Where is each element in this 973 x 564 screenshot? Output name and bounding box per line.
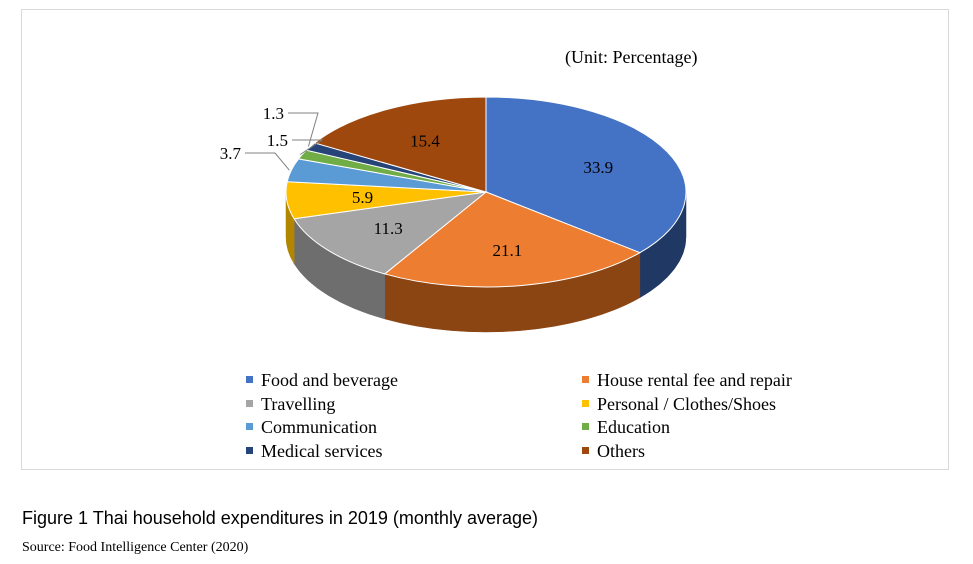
legend-label: Communication [261, 417, 377, 437]
legend-item: Travelling [246, 394, 335, 415]
legend-label: Travelling [261, 393, 336, 414]
legend-item: Medical services [246, 441, 382, 462]
legend-label: Food and beverage [261, 370, 398, 390]
pie-chart: 33.9 21.1 11.35.9 3.7 1.5 1.3 15.4 [220, 96, 687, 333]
legend-label: Medical services [261, 440, 383, 461]
legend-swatch [582, 376, 589, 384]
legend-swatch [246, 376, 253, 384]
legend-item: House rental fee and repair [582, 370, 792, 391]
legend-item: Communication [246, 417, 377, 438]
data-label: 15.4 [410, 132, 440, 151]
data-label: 33.9 [583, 158, 613, 177]
data-label: 3.7 [220, 144, 242, 163]
legend-item: Personal / Clothes/Shoes [582, 394, 776, 415]
legend-item: Others [582, 441, 645, 462]
legend-item: Education [582, 417, 670, 438]
data-label: 5.9 [352, 188, 373, 207]
leader-line [288, 112, 319, 147]
pie-top [285, 96, 687, 288]
legend-swatch [582, 399, 589, 407]
legend-label: Personal / Clothes/Shoes [597, 393, 776, 414]
legend-label: House rental fee and repair [597, 370, 792, 390]
legend-swatch [246, 399, 253, 407]
legend-swatch [582, 446, 589, 454]
legend-item: Food and beverage [246, 370, 398, 391]
data-label: 21.1 [493, 241, 523, 260]
legend-label: Education [597, 417, 670, 437]
unit-label: (Unit: Percentage) [565, 47, 698, 67]
source-note: Source: Food Intelligence Center (2020) [22, 540, 249, 555]
pie-slice-food-and-beverage[interactable] [485, 96, 687, 254]
leader-line [292, 139, 324, 155]
pie-slice-house-rental-fee-and-repair[interactable] [383, 191, 642, 288]
leader-line [245, 152, 290, 171]
legend-swatch [246, 423, 253, 431]
legend-swatch [246, 446, 253, 454]
legend-swatch [582, 423, 589, 431]
pie-slice-others[interactable] [313, 96, 487, 193]
legend-label: Others [597, 440, 645, 461]
figure-caption: Figure 1 Thai household expenditures in … [22, 508, 538, 528]
data-label: 1.5 [267, 131, 288, 150]
data-label: 11.3 [374, 219, 403, 238]
pie-data-labels: 33.9 21.1 11.35.9 3.7 1.5 1.3 15.4 [220, 104, 613, 260]
data-label: 1.3 [263, 104, 284, 123]
